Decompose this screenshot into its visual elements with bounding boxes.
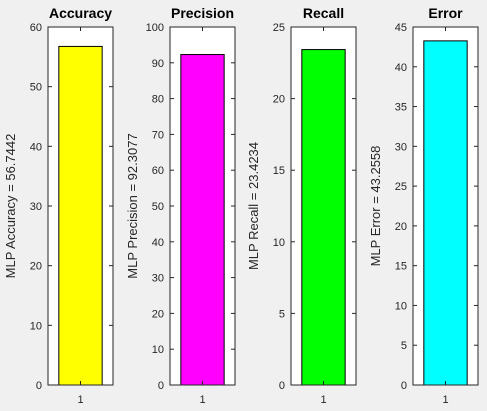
bar — [58, 45, 103, 386]
y-tick-label: 20 — [395, 221, 407, 233]
y-tick-label: 90 — [152, 58, 164, 70]
y-tick-label: 30 — [30, 201, 42, 213]
y-tick-label: 40 — [152, 237, 164, 249]
y-tick-label: 80 — [152, 94, 164, 106]
subplot-title: Recall — [303, 5, 344, 21]
y-tick-label: 15 — [395, 261, 407, 273]
bar — [180, 54, 225, 386]
y-tick-label: 10 — [152, 344, 164, 356]
y-tick-label: 60 — [30, 22, 42, 34]
y-tick-label: 30 — [152, 273, 164, 285]
y-tick-label: 25 — [395, 181, 407, 193]
x-tick-label: 1 — [442, 394, 448, 406]
bar — [423, 40, 468, 386]
y-tick-label: 60 — [152, 165, 164, 177]
y-tick-label: 10 — [395, 300, 407, 312]
subplot-recall: 0 5 10 15 20 25 1 Recall MLP Recall = 23.4234 — [246, 5, 357, 406]
y-tick-label: 20 — [30, 261, 42, 273]
y-tick-label: 20 — [152, 308, 164, 320]
y-axis-label: MLP Error = 43.2558 — [368, 146, 383, 267]
y-axis-label: MLP Accuracy = 56.7442 — [3, 134, 18, 279]
subplot-title: Error — [428, 5, 463, 21]
subplot-title: Precision — [171, 5, 234, 21]
y-axis-label: MLP Recall = 23.4234 — [246, 142, 261, 270]
y-tick-label: 0 — [401, 380, 407, 392]
y-tick-label: 15 — [273, 165, 285, 177]
y-tick-label: 50 — [152, 201, 164, 213]
y-tick-label: 70 — [152, 129, 164, 141]
y-tick-label: 0 — [158, 380, 164, 392]
y-tick-label: 40 — [30, 141, 42, 153]
y-tick-label: 0 — [279, 380, 285, 392]
y-tick-label: 35 — [395, 102, 407, 114]
x-tick-label: 1 — [77, 394, 83, 406]
y-tick-label: 10 — [30, 320, 42, 332]
y-tick-label: 45 — [395, 22, 407, 34]
subplot-title: Accuracy — [49, 5, 112, 21]
x-tick-label: 1 — [199, 394, 205, 406]
y-tick-label: 5 — [401, 340, 407, 352]
y-axis-label: MLP Precision = 92.3077 — [125, 133, 140, 278]
y-tick-label: 40 — [395, 62, 407, 74]
subplot-accuracy: 0 10 20 30 40 50 60 1 Accuracy MLP Accuracy = 56.… — [3, 5, 114, 406]
y-tick-label: 100 — [146, 22, 164, 34]
subplot-precision: 0 10 20 30 40 50 60 70 80 90 100 1 Precision MLP Prec… — [125, 5, 236, 406]
subplot-error: 0 5 10 15 20 25 30 35 40 45 1 Error MLP Error = 43.2… — [368, 5, 479, 406]
bar — [301, 49, 346, 386]
y-tick-label: 25 — [273, 22, 285, 34]
y-tick-label: 20 — [273, 94, 285, 106]
x-tick-label: 1 — [320, 394, 326, 406]
y-tick-label: 30 — [395, 141, 407, 153]
y-tick-label: 5 — [279, 308, 285, 320]
y-tick-label: 50 — [30, 82, 42, 94]
y-tick-label: 10 — [273, 237, 285, 249]
y-tick-label: 0 — [36, 380, 42, 392]
